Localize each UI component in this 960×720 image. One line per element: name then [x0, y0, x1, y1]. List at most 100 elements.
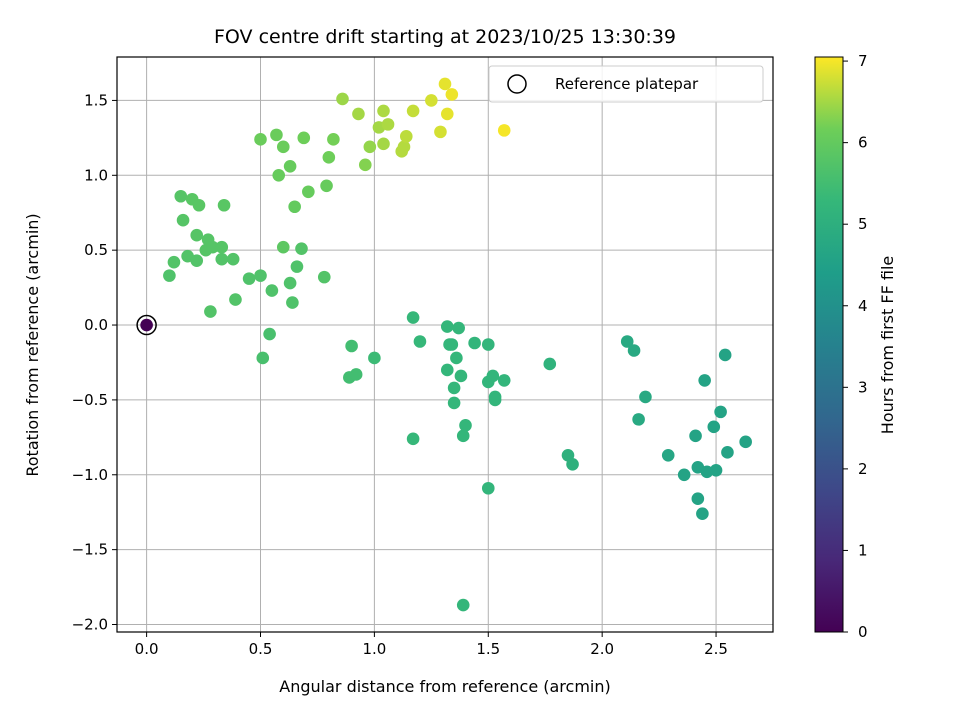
- data-point: [176, 213, 190, 227]
- data-point: [320, 179, 333, 193]
- data-point: [456, 598, 470, 612]
- data-point: [399, 130, 413, 143]
- x-tick-label: 1.0: [362, 640, 386, 658]
- data-point: [481, 481, 495, 495]
- x-tick-label: 1.5: [476, 640, 500, 658]
- data-point: [327, 133, 340, 146]
- data-point: [459, 419, 472, 432]
- data-point: [254, 269, 267, 282]
- data-point: [163, 269, 176, 282]
- data-point: [276, 140, 290, 154]
- data-point: [620, 335, 634, 348]
- data-point: [290, 260, 304, 273]
- colorbar-tick-label: 2: [858, 460, 868, 478]
- colorbar-tick-label: 7: [858, 52, 868, 70]
- data-point: [488, 393, 502, 407]
- data-point: [438, 77, 452, 91]
- data-point: [566, 457, 579, 471]
- plot-frame: [116, 56, 774, 633]
- data-point: [229, 293, 242, 306]
- data-points: [140, 77, 752, 612]
- y-tick-label: −1.0: [72, 466, 108, 484]
- colorbar-ticks: 0 1 2 3 4 5 6 7: [843, 52, 868, 641]
- data-point: [639, 390, 652, 404]
- data-point: [377, 104, 390, 118]
- data-point: [217, 198, 231, 212]
- y-tick-label: −1.5: [72, 541, 108, 559]
- data-point: [226, 252, 240, 266]
- data-point: [440, 107, 454, 121]
- data-point: [204, 305, 217, 318]
- data-point: [276, 240, 290, 254]
- data-point: [445, 338, 459, 351]
- data-point: [425, 94, 438, 107]
- colorbar-tick-label: 5: [858, 215, 868, 233]
- colorbar-tick-label: 4: [858, 297, 868, 315]
- data-point: [452, 321, 465, 335]
- data-point: [286, 296, 299, 309]
- data-point: [302, 185, 315, 199]
- y-tick-label: 0.5: [84, 241, 108, 259]
- data-point: [297, 131, 311, 145]
- data-point: [263, 327, 276, 341]
- data-point: [714, 405, 727, 419]
- data-point: [481, 338, 495, 351]
- data-point: [677, 468, 691, 482]
- data-point: [440, 320, 454, 333]
- data-point: [440, 363, 454, 377]
- data-point: [445, 88, 459, 101]
- data-point: [256, 351, 270, 365]
- data-point: [192, 198, 206, 212]
- data-point: [190, 254, 204, 267]
- x-tick-label: 0.5: [249, 640, 273, 658]
- data-point: [497, 124, 511, 137]
- legend-box: [488, 65, 764, 103]
- y-tick-label: 1.5: [84, 91, 108, 109]
- data-point: [215, 240, 229, 254]
- data-point: [358, 158, 372, 172]
- colorbar-tick-label: 3: [858, 378, 868, 396]
- data-point: [739, 435, 752, 449]
- data-point: [167, 255, 181, 269]
- data-point: [406, 311, 420, 324]
- data-point: [468, 336, 481, 350]
- legend-open-circle-marker: [507, 74, 527, 94]
- data-point: [406, 432, 420, 446]
- data-point: [190, 228, 204, 242]
- data-point: [349, 368, 363, 381]
- data-point: [661, 449, 675, 462]
- data-point: [283, 160, 297, 173]
- legend: Reference platepar: [488, 65, 764, 103]
- colorbar-gradient: [814, 56, 844, 633]
- data-point: [709, 463, 723, 477]
- y-tick-label: 0.0: [84, 316, 108, 334]
- data-point: [352, 107, 365, 121]
- legend-label: Reference platepar: [555, 75, 699, 93]
- data-point: [691, 492, 705, 506]
- colorbar-tick-label: 6: [858, 134, 868, 152]
- data-point: [174, 189, 188, 203]
- x-tick-label: 2.0: [590, 640, 614, 658]
- data-point: [295, 242, 308, 255]
- data-point: [707, 420, 721, 434]
- y-tick-label: 1.0: [84, 166, 108, 184]
- data-point: [450, 351, 463, 365]
- data-point: [254, 133, 267, 146]
- data-point: [265, 284, 279, 297]
- y-tick-label: −0.5: [72, 391, 108, 409]
- colorbar-tick-label: 0: [858, 623, 868, 641]
- y-axis: −2.0 −1.5 −1.0 −0.5 0.0 0.5 1.0 1.5: [72, 91, 117, 634]
- data-point: [377, 137, 390, 151]
- x-axis: 0.0 0.5 1.0 1.5 2.0 2.5: [135, 632, 728, 658]
- reference-platepar-marker: [136, 314, 157, 336]
- data-point: [413, 335, 427, 348]
- data-point: [288, 200, 301, 214]
- data-point: [336, 92, 349, 106]
- data-point: [434, 125, 447, 139]
- colorbar: 0 1 2 3 4 5 6 7 Hours from first FF file: [814, 52, 897, 641]
- data-point: [632, 413, 645, 426]
- data-point: [272, 168, 286, 182]
- x-axis-label: Angular distance from reference (arcmin): [279, 677, 610, 696]
- data-point: [721, 446, 734, 459]
